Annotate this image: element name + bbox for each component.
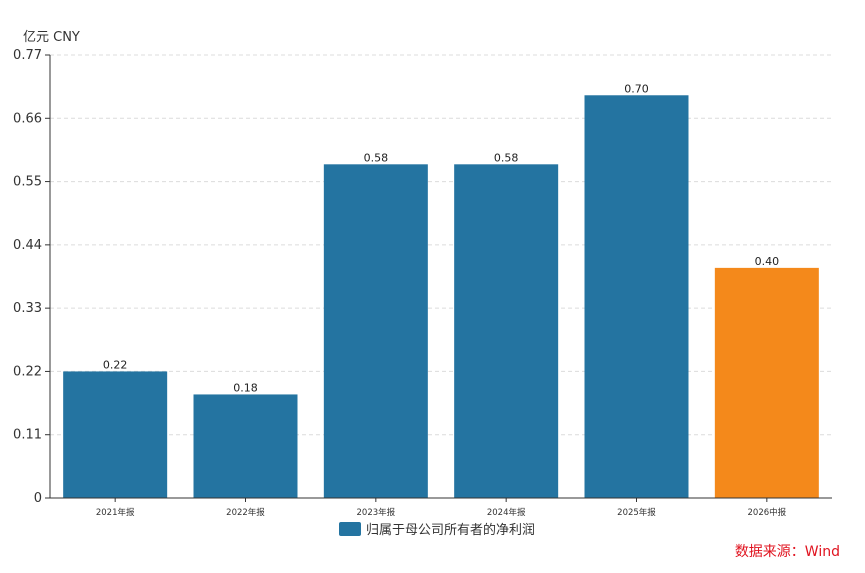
bar: [63, 371, 168, 498]
data-label: 0.18: [233, 381, 258, 394]
bar: [714, 267, 819, 498]
data-label: 0.58: [364, 151, 389, 164]
x-tick-label: 2026中报: [748, 507, 787, 518]
x-tick-label: 2025年报: [617, 507, 656, 518]
x-tick-label: 2022年报: [226, 507, 265, 518]
legend-swatch: [339, 522, 361, 536]
x-tick-label: 2021年报: [96, 507, 135, 518]
bar: [584, 95, 689, 498]
bars: 0.22 0.18 0.58 0.58 0.70 0.40: [63, 82, 819, 498]
x-axis: 2021年报 2022年报 2023年报 2024年报 2025年报 2026中报: [50, 497, 832, 518]
legend-label: 归属于母公司所有者的净利润: [366, 522, 535, 538]
y-axis: 0 0.11 0.22 0.33 0.44 0.55 0.66 0.77: [13, 48, 51, 506]
x-tick-label: 2023年报: [357, 507, 396, 518]
y-tick-label: 0.11: [13, 428, 42, 443]
bar: [454, 164, 559, 498]
data-source: 数据来源：Wind: [734, 544, 840, 560]
y-tick-label: 0: [34, 491, 42, 506]
y-unit-label: 亿元 CNY: [23, 30, 80, 45]
y-tick-label: 0.66: [13, 111, 42, 126]
gridlines: [50, 54, 832, 436]
data-label: 0.22: [103, 358, 128, 371]
legend: 归属于母公司所有者的净利润: [339, 522, 535, 538]
y-tick-label: 0.44: [13, 238, 42, 253]
y-tick-label: 0.55: [13, 175, 42, 190]
bar: [323, 164, 428, 498]
data-label: 0.70: [624, 82, 649, 95]
y-tick-label: 0.77: [13, 48, 42, 63]
y-tick-label: 0.22: [13, 364, 42, 379]
data-label: 0.40: [755, 255, 780, 268]
y-tick-label: 0.33: [13, 301, 42, 316]
bar: [193, 394, 298, 498]
x-tick-label: 2024年报: [487, 507, 526, 518]
data-label: 0.58: [494, 151, 519, 164]
